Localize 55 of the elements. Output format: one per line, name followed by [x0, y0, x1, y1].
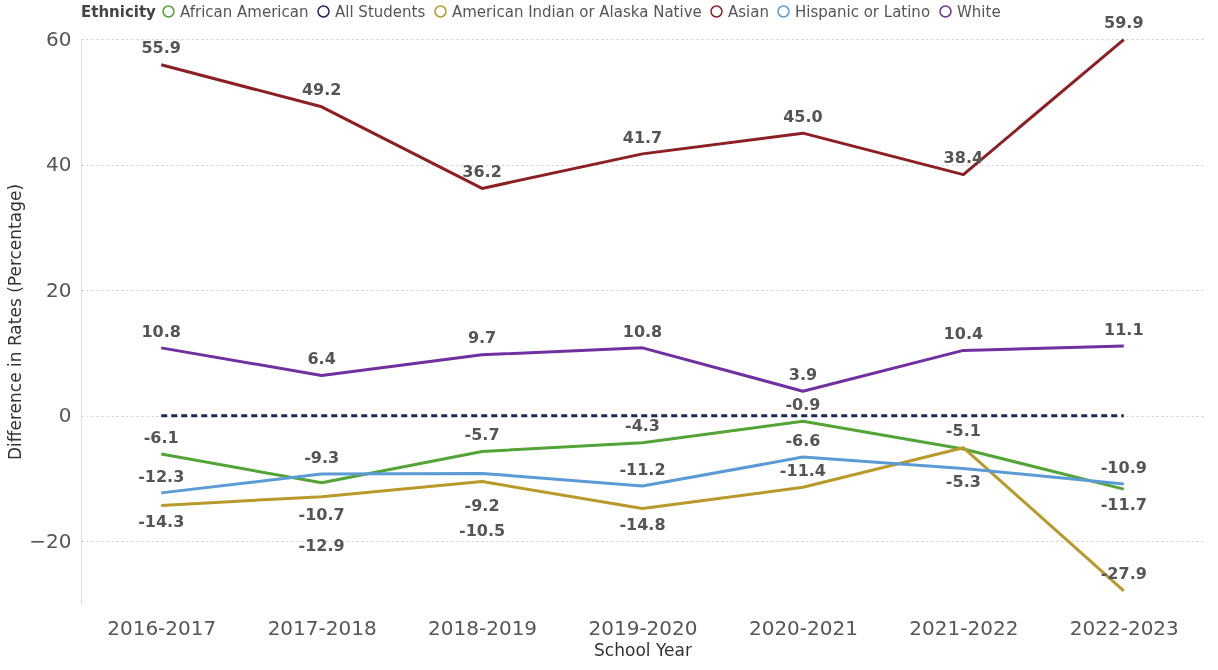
- data-label: 41.7: [622, 127, 663, 147]
- data-label: -9.2: [464, 496, 500, 516]
- data-label: 55.9: [141, 38, 181, 58]
- legend-label: Hispanic or Latino: [795, 2, 931, 21]
- data-label: -10.9: [1100, 457, 1147, 477]
- x-tick-label: 2022-2023: [1069, 615, 1179, 640]
- legend-label: All Students: [335, 2, 426, 21]
- x-axis-title: School Year: [594, 639, 692, 660]
- y-tick-label: 60: [46, 26, 72, 51]
- data-label: 36.2: [462, 162, 502, 182]
- data-label: -10.5: [459, 520, 506, 540]
- data-label: -11.2: [619, 459, 666, 479]
- data-label: -12.3: [138, 466, 185, 486]
- data-label: -12.9: [298, 535, 345, 555]
- data-label: 10.4: [943, 324, 984, 344]
- data-label: -11.4: [779, 460, 826, 480]
- legend-label: White: [957, 2, 1001, 21]
- data-label: 9.7: [467, 328, 497, 348]
- y-axis-title: Difference in Rates (Percentage): [5, 183, 26, 461]
- data-label: -14.8: [619, 514, 666, 534]
- data-label: -6.1: [143, 427, 179, 447]
- x-tick-label: 2019-2020: [588, 615, 698, 640]
- legend-label: American Indian or Alaska Native: [452, 2, 702, 21]
- y-tick-label: 0: [58, 403, 72, 428]
- data-label: -4.3: [625, 416, 660, 436]
- y-tick-label: 20: [46, 277, 72, 302]
- data-label: -11.7: [1100, 495, 1147, 515]
- data-label: 6.4: [307, 349, 336, 369]
- data-label: -10.7: [298, 505, 345, 525]
- y-tick-label: −20: [29, 528, 72, 553]
- x-tick-label: 2020-2021: [748, 615, 858, 640]
- data-label: 38.4: [943, 148, 984, 168]
- data-label: -9.3: [304, 447, 340, 467]
- x-tick-label: 2018-2019: [428, 615, 538, 640]
- data-label: 59.9: [1104, 13, 1144, 33]
- data-label: -5.7: [464, 425, 500, 445]
- data-label: 3.9: [788, 364, 818, 384]
- data-label: -5.1: [945, 421, 981, 441]
- x-tick-label: 2016-2017: [107, 615, 217, 640]
- x-tick-label: 2017-2018: [267, 615, 377, 640]
- data-label: -0.9: [785, 394, 821, 414]
- legend-label: Asian: [728, 2, 769, 21]
- legend-label: African American: [180, 2, 309, 21]
- legend-title: Ethnicity: [81, 3, 157, 21]
- data-label: -14.3: [138, 511, 185, 531]
- y-tick-label: 40: [46, 152, 72, 177]
- line-series: [159, 344, 1126, 393]
- data-label: 45.0: [783, 106, 823, 126]
- data-label: -6.6: [785, 430, 821, 450]
- data-label: 10.8: [141, 321, 181, 341]
- data-label: 10.8: [622, 321, 663, 341]
- data-label: -5.3: [945, 471, 981, 491]
- data-label: 11.1: [1104, 319, 1144, 339]
- x-tick-label: 2021-2022: [909, 615, 1019, 640]
- data-label: 49.2: [301, 80, 342, 100]
